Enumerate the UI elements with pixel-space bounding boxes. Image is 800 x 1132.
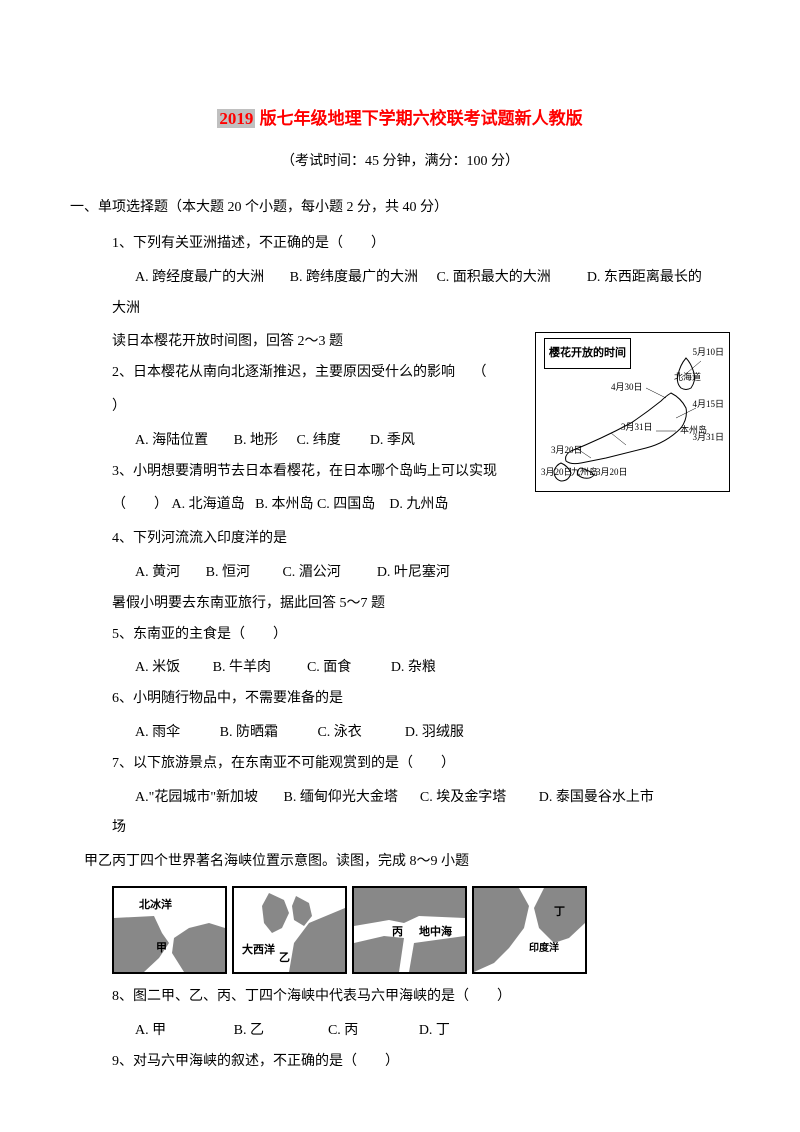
q5-optB: B. 牛羊肉 xyxy=(213,653,271,684)
s1b: 甲 xyxy=(156,936,167,960)
exam-info: （考试时间：45 分钟，满分：100 分） xyxy=(70,147,730,178)
map-l10: 3月20日 xyxy=(596,463,628,483)
q2-optB: B. 地形 xyxy=(234,426,278,457)
q3-paren: （ ） xyxy=(112,497,168,512)
q2-text: 2、日本樱花从南向北逐渐推迟，主要原因受什么的影响 xyxy=(112,365,455,380)
q9-text: 9、对马六甲海峡的叙述，不正确的是（ ） xyxy=(112,1054,399,1069)
q1-optB: B. 跨纬度最广的大洲 xyxy=(290,263,418,294)
title-rest: 版七年级地理下学期六校联考试题新人教版 xyxy=(255,109,582,128)
q5-optC: C. 面食 xyxy=(307,653,351,684)
question-9: 9、对马六甲海峡的叙述，不正确的是（ ） xyxy=(112,1047,730,1078)
q7-optA: A."花园城市"新加坡 xyxy=(135,783,258,814)
map-l5: 3月31日 xyxy=(621,418,653,438)
q1-options: A. 跨经度最广的大洲 B. 跨纬度最广的大洲 C. 面积最大的大洲 D. 东西… xyxy=(135,263,730,294)
q1-optD: D. 东西距离最长的 xyxy=(587,263,702,294)
question-1: 1、下列有关亚洲描述，不正确的是（ ） xyxy=(112,229,730,260)
map-l1: 5月10日 xyxy=(692,343,724,363)
section-header: 一、单项选择题（本大题 20 个小题，每小题 2 分，共 40 分） xyxy=(70,193,730,224)
q8-optA: A. 甲 xyxy=(135,1016,166,1047)
map-l4: 4月15日 xyxy=(692,395,724,415)
q5-optD: D. 杂粮 xyxy=(391,653,436,684)
q1-cont: 大洲 xyxy=(112,294,730,325)
s1a: 北冰洋 xyxy=(139,893,172,917)
q2-optD: D. 季风 xyxy=(370,426,415,457)
q3-optD: D. 九州岛 xyxy=(389,497,448,512)
japan-map: 樱花开放的时间 5月10日 北海道 4月30日 4月15日 3月31日 本州岛 … xyxy=(535,332,730,492)
title-year: 2019 xyxy=(217,109,255,128)
q6-options: A. 雨伞 B. 防晒霜 C. 泳衣 D. 羽绒服 xyxy=(135,718,730,749)
q4-optD: D. 叶尼塞河 xyxy=(377,558,450,589)
strait-map-3: 丙 地中海 xyxy=(352,886,467,974)
question-8: 8、图二甲、乙、丙、丁四个海峡中代表马六甲海峡的是（ ） xyxy=(112,982,730,1013)
q5-text: 5、东南亚的主食是（ ） xyxy=(112,627,287,642)
q7-options: A."花园城市"新加坡 B. 缅甸仰光大金塔 C. 埃及金字塔 D. 泰国曼谷水… xyxy=(135,783,730,814)
map-l2: 北海道 xyxy=(674,368,701,388)
read-strait: 甲乙丙丁四个世界著名海峡位置示意图。读图，完成 8～9 小题 xyxy=(84,847,730,878)
q1-text: 1、下列有关亚洲描述，不正确的是（ ） xyxy=(112,236,385,251)
question-4: 4、下列河流流入印度洋的是 xyxy=(112,524,730,555)
question-6: 6、小明随行物品中，不需要准备的是 xyxy=(112,684,730,715)
q3-optA: A. 北海道岛 xyxy=(172,497,245,512)
q6-optB: B. 防晒霜 xyxy=(220,718,278,749)
s2a: 大西洋 xyxy=(242,938,275,962)
s3a: 丙 xyxy=(392,920,403,944)
q1-optA: A. 跨经度最广的大洲 xyxy=(135,263,264,294)
q6-optC: C. 泳衣 xyxy=(317,718,361,749)
q6-optA: A. 雨伞 xyxy=(135,718,180,749)
s4a: 印度洋 xyxy=(529,938,559,960)
q7-text: 7、以下旅游景点，在东南亚不可能观赏到的是（ ） xyxy=(112,756,455,771)
q7-optB: B. 缅甸仰光大金塔 xyxy=(284,783,398,814)
q7-optC: C. 埃及金字塔 xyxy=(420,783,506,814)
read-sea: 暑假小明要去东南亚旅行，据此回答 5～7 题 xyxy=(112,589,730,620)
q3-text: 3、小明想要清明节去日本看樱花，在日本哪个岛屿上可以实现 xyxy=(112,464,497,479)
strait-map-4: 丁 印度洋 xyxy=(472,886,587,974)
q7-cont: 场 xyxy=(112,813,730,844)
q5-options: A. 米饭 B. 牛羊肉 C. 面食 D. 杂粮 xyxy=(135,653,730,684)
q2-optC: C. 纬度 xyxy=(296,426,340,457)
strait-map-2: 大西洋 乙 xyxy=(232,886,347,974)
strait-maps: 北冰洋 甲 大西洋 乙 丙 地中海 丁 印度洋 xyxy=(112,886,730,974)
q6-text: 6、小明随行物品中，不需要准备的是 xyxy=(112,691,343,706)
q6-optD: D. 羽绒服 xyxy=(405,718,464,749)
q2-paren: （ xyxy=(473,365,487,380)
q3-optC: C. 四国岛 xyxy=(317,497,375,512)
s3b: 地中海 xyxy=(419,920,452,944)
q4-optB: B. 恒河 xyxy=(206,558,250,589)
map-l8: 3月20日 xyxy=(551,441,583,461)
map-l3: 4月30日 xyxy=(611,378,643,398)
document-title: 2019 版七年级地理下学期六校联考试题新人教版 xyxy=(70,100,730,137)
q8-options: A. 甲 B. 乙 C. 丙 D. 丁 xyxy=(135,1016,730,1047)
question-7: 7、以下旅游景点，在东南亚不可能观赏到的是（ ） xyxy=(112,749,730,780)
map-l9: 3月20日 xyxy=(541,463,573,483)
q8-optC: C. 丙 xyxy=(328,1016,358,1047)
q8-optD: D. 丁 xyxy=(419,1016,450,1047)
map-l7: 3月31日 xyxy=(692,428,724,448)
q4-optC: C. 湄公河 xyxy=(282,558,340,589)
question-5: 5、东南亚的主食是（ ） xyxy=(112,620,730,651)
map-l11: 九州岛 xyxy=(571,463,598,483)
q4-text: 4、下列河流流入印度洋的是 xyxy=(112,531,287,546)
q7-optD: D. 泰国曼谷水上市 xyxy=(539,783,654,814)
q5-optA: A. 米饭 xyxy=(135,653,180,684)
q2-optA: A. 海陆位置 xyxy=(135,426,208,457)
q8-optB: B. 乙 xyxy=(234,1016,264,1047)
q3-options: （ ） A. 北海道岛 B. 本州岛 C. 四国岛 D. 九州岛 xyxy=(112,490,730,521)
s4b: 丁 xyxy=(554,900,565,924)
s2b: 乙 xyxy=(279,946,290,970)
q3-optB: B. 本州岛 xyxy=(255,497,313,512)
q8-text: 8、图二甲、乙、丙、丁四个海峡中代表马六甲海峡的是（ ） xyxy=(112,989,511,1004)
q4-options: A. 黄河 B. 恒河 C. 湄公河 D. 叶尼塞河 xyxy=(135,558,730,589)
q1-optC: C. 面积最大的大洲 xyxy=(436,263,550,294)
q4-optA: A. 黄河 xyxy=(135,558,180,589)
strait-map-1: 北冰洋 甲 xyxy=(112,886,227,974)
